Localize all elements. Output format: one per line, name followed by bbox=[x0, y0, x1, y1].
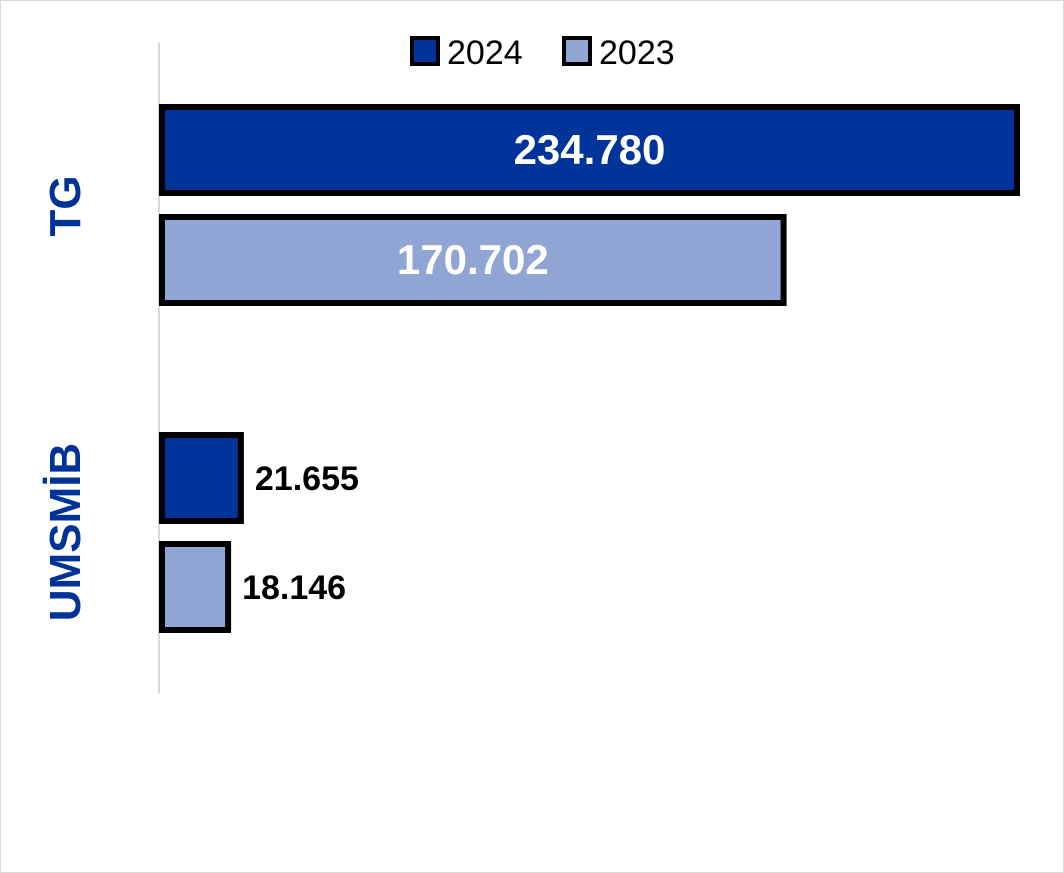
data-label-tg-2023: 170.702 bbox=[397, 236, 549, 283]
bar-tg-2023 bbox=[159, 214, 787, 306]
category-label-tg: TG bbox=[41, 175, 90, 236]
data-label-umsmib-2024: 21.655 bbox=[255, 460, 359, 498]
legend-swatch-2024 bbox=[410, 36, 440, 66]
bar-umsmib-2024 bbox=[159, 432, 244, 524]
bar-umsmib-2023 bbox=[159, 541, 232, 633]
legend: 2024 2023 bbox=[410, 34, 675, 72]
category-label-umsmib: UMSMİB bbox=[41, 443, 90, 621]
data-label-tg-2024: 234.780 bbox=[514, 126, 666, 173]
bar-tg-2024 bbox=[159, 104, 1020, 196]
legend-label-2023: 2023 bbox=[599, 34, 675, 72]
legend-label-2024: 2024 bbox=[447, 34, 523, 72]
data-label-umsmib-2023: 18.146 bbox=[242, 569, 346, 607]
legend-swatch-2023 bbox=[562, 36, 592, 66]
